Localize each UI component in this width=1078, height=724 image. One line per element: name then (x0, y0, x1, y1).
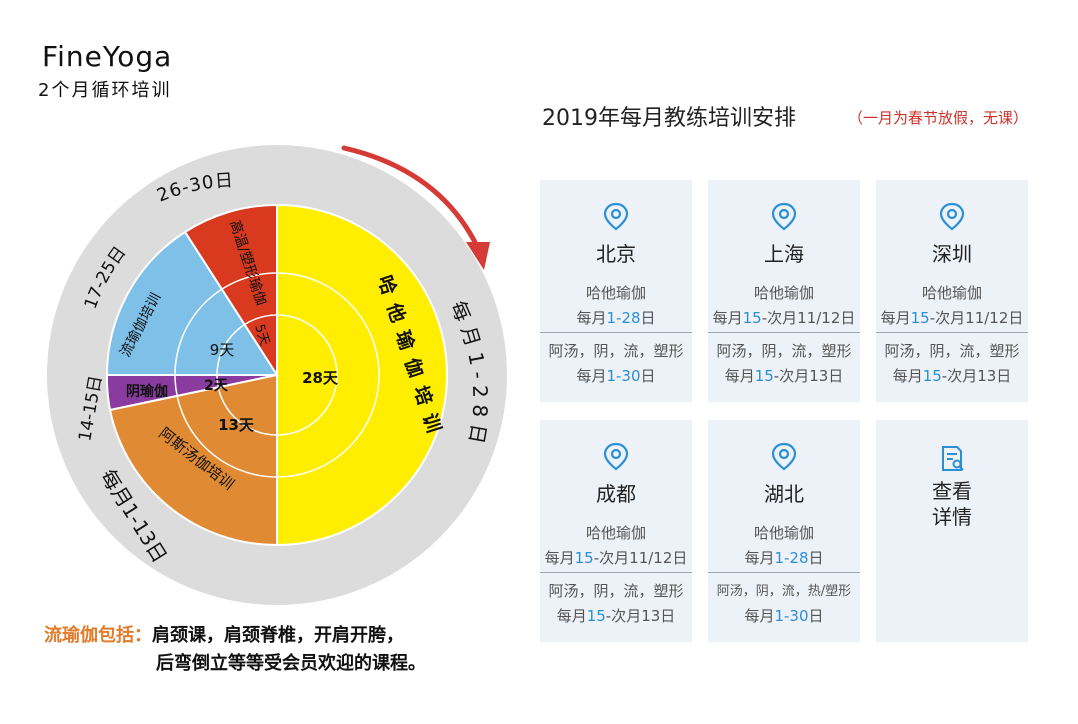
location-pin-icon (771, 442, 797, 471)
course-types-secondary: 阿汤，阴，流，塑形 (716, 342, 852, 360)
course-types-secondary: 阿汤，阴，流，热/塑形 (716, 584, 852, 599)
document-search-icon (942, 446, 964, 471)
flow-days: 9天 (210, 341, 235, 359)
city-card-hubei[interactable]: 湖北 哈他瑜伽 每月1-28日 阿汤，阴，流，热/塑形 每月1-30日 (708, 420, 860, 642)
city-card-beijing[interactable]: 北京 哈他瑜伽 每月1-28日 阿汤，阴，流，塑形 每月1-30日 (540, 180, 692, 402)
course-type: 哈他瑜伽 (585, 284, 646, 302)
location-pin-icon (603, 442, 629, 471)
brand-subtitle: 2个月循环培训 (38, 80, 172, 101)
city-card-chengdu[interactable]: 成都 哈他瑜伽 每月15-次月11/12日 阿汤，阴，流，塑形 每月15-次月1… (540, 420, 692, 642)
card-divider (540, 332, 692, 333)
course-type: 哈他瑜伽 (753, 524, 814, 542)
segment-hot-shape (183, 203, 278, 379)
city-name: 成都 (596, 482, 636, 506)
city-card-shenzhen[interactable]: 深圳 哈他瑜伽 每月15-次月11/12日 阿汤，阴，流，塑形 每月15-次月1… (876, 180, 1028, 402)
course-period-secondary: 每月15-次月13日 (556, 607, 676, 625)
course-period: 每月15-次月11/12日 (544, 549, 688, 567)
footnote-highlight: 流瑜伽包括： (44, 625, 152, 646)
city-name: 北京 (596, 242, 636, 266)
location-pin-icon (939, 202, 965, 231)
course-period: 每月1-28日 (744, 549, 824, 567)
course-types-secondary: 阿汤，阴，流，塑形 (548, 582, 684, 600)
course-types-secondary: 阿汤，阴，流，塑形 (548, 342, 684, 360)
course-period-secondary: 每月15-次月13日 (892, 367, 1012, 385)
brand-name: FineYoga (42, 40, 173, 73)
city-name: 深圳 (932, 242, 972, 266)
schedule-note: （一月为春节放假，无课） (848, 109, 1029, 127)
yin-days: 2天 (204, 378, 229, 394)
course-type: 哈他瑜伽 (585, 524, 646, 542)
course-period: 每月15-次月11/12日 (712, 309, 856, 327)
course-period-secondary: 每月15-次月13日 (724, 367, 844, 385)
city-card-shanghai[interactable]: 上海 哈他瑜伽 每月15-次月11/12日 阿汤，阴，流，塑形 每月15-次月1… (708, 180, 860, 402)
view-details-label: 查看 详情 (932, 479, 972, 529)
footnote-line1: 肩颈课，肩颈脊椎，开肩开胯， (152, 625, 404, 646)
schedule-title: 2019年每月教练培训安排 (542, 106, 796, 131)
card-divider (708, 332, 860, 333)
training-cycle-diagram: 26-30日 17-25日 14-15日 每月1-13日 每月1-28日 哈他瑜… (47, 145, 507, 605)
city-name: 上海 (764, 242, 804, 266)
card-divider (876, 332, 1028, 333)
hatha-days: 28天 (302, 369, 339, 387)
location-pin-icon (603, 202, 629, 231)
course-type: 哈他瑜伽 (921, 284, 982, 302)
cycle-arrow (341, 145, 481, 251)
city-name: 湖北 (764, 482, 804, 506)
yin-label: 阴瑜伽 (126, 383, 168, 400)
card-divider (540, 572, 692, 573)
ashtanga-days: 13天 (218, 416, 255, 434)
course-period-secondary: 每月1-30日 (744, 607, 824, 625)
view-details-card[interactable]: 查看 详情 (876, 420, 1028, 642)
course-period-secondary: 每月1-30日 (576, 367, 656, 385)
segment-hatha (276, 203, 448, 547)
segment-flow (105, 230, 279, 376)
course-period: 每月1-28日 (576, 309, 656, 327)
course-type: 哈他瑜伽 (753, 284, 814, 302)
course-period: 每月15-次月11/12日 (880, 309, 1024, 327)
footnote: 流瑜伽包括：肩颈课，肩颈脊椎，开肩开胯， 后弯倒立等等受会员欢迎的课程。 (44, 622, 426, 678)
footnote-line2: 后弯倒立等等受会员欢迎的课程。 (156, 653, 426, 674)
location-pin-icon (771, 202, 797, 231)
hot-shape-days: 5天 (251, 323, 272, 348)
course-types-secondary: 阿汤，阴，流，塑形 (884, 342, 1020, 360)
card-divider (708, 572, 860, 573)
cycle-arrow-head (466, 242, 490, 270)
